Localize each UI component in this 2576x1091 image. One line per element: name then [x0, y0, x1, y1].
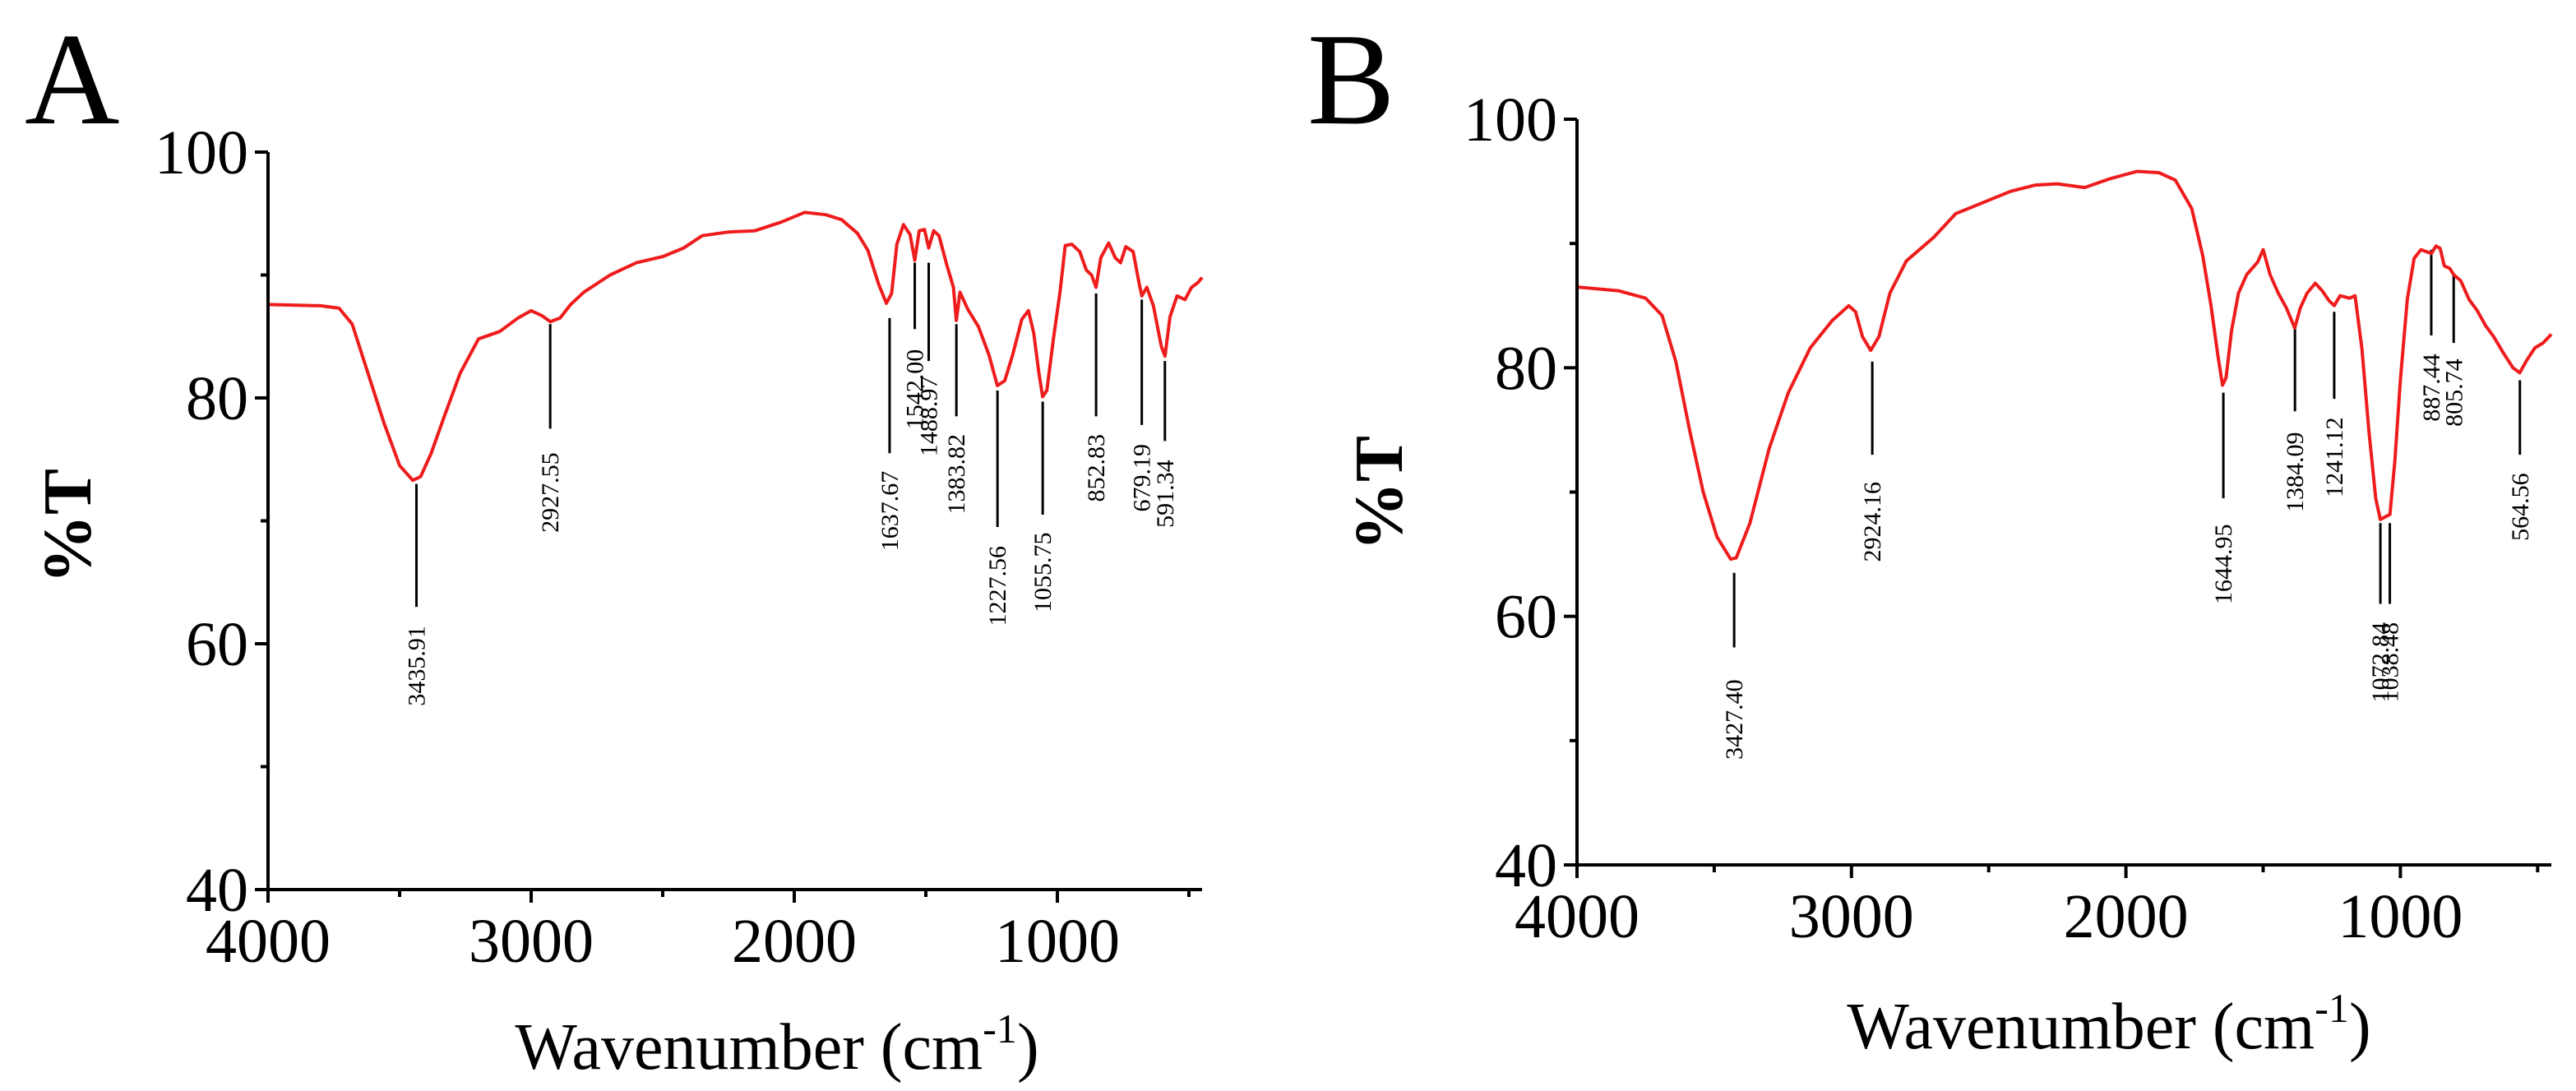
panel-b: B %T Wavenumber (cm-1) 40 60 80 100 4000 3000… — [1307, 6, 2553, 1063]
axis-frame-a — [266, 152, 1202, 891]
x-tick-label-a: 2000 — [732, 907, 857, 976]
peak-label: 591.34 — [1152, 460, 1179, 528]
x-axis-label-b: Wavenumber (cm-1) — [1847, 985, 2370, 1063]
y-tick-label-b: 60 — [1495, 583, 1557, 652]
peak-annotations-b: 3427.40 2924.16 1644.95 1384.09 1241.12 1072.… — [1721, 249, 2534, 760]
peak-label: 2927.55 — [537, 452, 564, 533]
peak-label: 564.56 — [2507, 473, 2534, 541]
peak-label: 3435.91 — [404, 626, 431, 706]
peak-label: 1488.97 — [916, 377, 943, 457]
x-tick-label-b: 2000 — [2064, 882, 2189, 951]
axis-ticks-b: 40 60 80 100 4000 3000 2000 1000 — [1464, 86, 2540, 951]
peak-label: 1383.82 — [943, 434, 970, 515]
peak-label: 1644.95 — [2210, 524, 2237, 604]
y-tick-label-a: 60 — [186, 610, 248, 679]
y-tick-label-b: 100 — [1464, 86, 1557, 155]
peak-label: 1384.09 — [2282, 432, 2309, 513]
x-axis-label-a: Wavenumber (cm-1) — [515, 1005, 1038, 1084]
x-tick-label-b: 3000 — [1789, 882, 1914, 951]
y-tick-label-a: 100 — [155, 118, 248, 187]
x-tick-label-b: 4000 — [1515, 882, 1639, 951]
peak-label: 852.83 — [1083, 434, 1110, 502]
x-tick-label-b: 1000 — [2338, 882, 2463, 951]
peak-label: 679.19 — [1129, 444, 1156, 512]
axis-ticks-a: 40 60 80 100 4000 3000 2000 1000 — [155, 118, 1191, 976]
peak-label: 1637.67 — [876, 471, 904, 552]
peak-label: 3427.40 — [1721, 679, 1748, 760]
peak-label: 2924.16 — [1859, 482, 1886, 562]
y-axis-label-b: %T — [1341, 436, 1417, 551]
x-tick-label-a: 1000 — [995, 907, 1120, 976]
peak-label: 1542.00 — [902, 349, 929, 430]
peak-label: 887.44 — [2418, 354, 2445, 422]
spectrum-line-a — [267, 210, 1204, 483]
peak-label: 1241.12 — [2321, 417, 2348, 497]
peak-label: 1055.75 — [1029, 533, 1057, 613]
peak-label: 805.74 — [2440, 358, 2467, 426]
peak-annotations-a: 3435.91 2927.55 1637.67 1542.001488.971383.… — [404, 262, 1179, 706]
peak-label: 1072.84 — [2367, 622, 2394, 703]
y-tick-label-a: 80 — [186, 364, 248, 433]
x-tick-label-a: 4000 — [206, 907, 331, 976]
peak-label: 1038.48 — [2377, 622, 2404, 703]
x-tick-label-a: 3000 — [469, 907, 594, 976]
y-tick-label-a: 40 — [186, 856, 248, 925]
spectrum-line-b — [1576, 169, 2553, 562]
axis-frame-b — [1575, 119, 2551, 867]
y-axis-label-a: %T — [30, 469, 106, 584]
y-tick-label-b: 40 — [1495, 831, 1557, 900]
panel-letter-a: A — [25, 6, 120, 152]
panel-letter-b: B — [1307, 6, 1395, 152]
peak-label: 1227.56 — [984, 546, 1011, 626]
y-tick-label-b: 80 — [1495, 334, 1557, 403]
panel-a: A %T Wavenumber (cm-1) 40 60 80 100 4000 3000… — [25, 6, 1204, 1084]
